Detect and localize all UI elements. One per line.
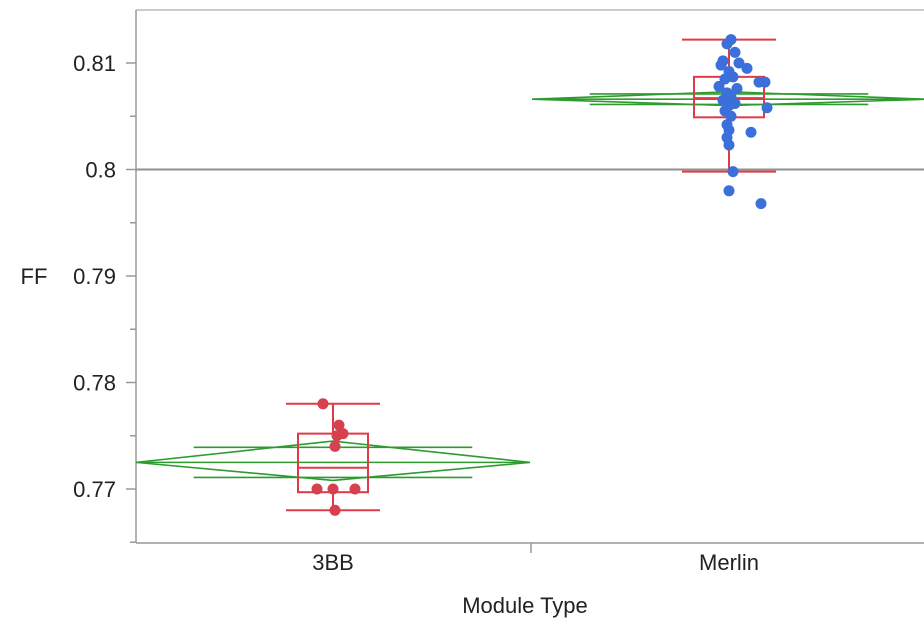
y-ticks: 0.77 0.78 0.79 0.8 0.81 [73, 51, 136, 543]
y-tick-label: 0.8 [85, 158, 116, 183]
group-3bb [135, 398, 531, 516]
data-point [761, 102, 773, 114]
data-point [723, 139, 735, 151]
data-point [741, 62, 753, 74]
data-point [333, 419, 345, 431]
data-point [729, 46, 741, 58]
data-point [731, 83, 743, 95]
data-point [311, 483, 323, 495]
group-marks [135, 34, 924, 516]
y-tick-label: 0.79 [73, 264, 116, 289]
data-point [759, 76, 771, 88]
data-point [721, 38, 733, 50]
data-point [719, 73, 731, 85]
group-merlin [531, 34, 924, 210]
data-point [725, 110, 737, 122]
data-point [713, 80, 725, 92]
data-point [317, 398, 329, 410]
y-tick-label: 0.77 [73, 477, 116, 502]
data-point [349, 483, 361, 495]
data-point [727, 166, 739, 178]
x-ticks: 3BB Merlin [312, 543, 759, 575]
data-point [733, 57, 745, 69]
x-tick-label: 3BB [312, 550, 354, 575]
data-point [329, 440, 341, 452]
data-point [723, 185, 735, 197]
data-point [329, 504, 341, 516]
y-tick-label: 0.78 [73, 371, 116, 396]
y-axis-title: FF [21, 264, 48, 289]
data-point [331, 430, 343, 442]
y-tick-label: 0.81 [73, 51, 116, 76]
data-point [755, 198, 767, 210]
x-tick-label: Merlin [699, 550, 759, 575]
data-point [745, 126, 757, 138]
x-axis-title: Module Type [462, 593, 588, 618]
data-point [715, 59, 727, 71]
data-point [327, 483, 339, 495]
